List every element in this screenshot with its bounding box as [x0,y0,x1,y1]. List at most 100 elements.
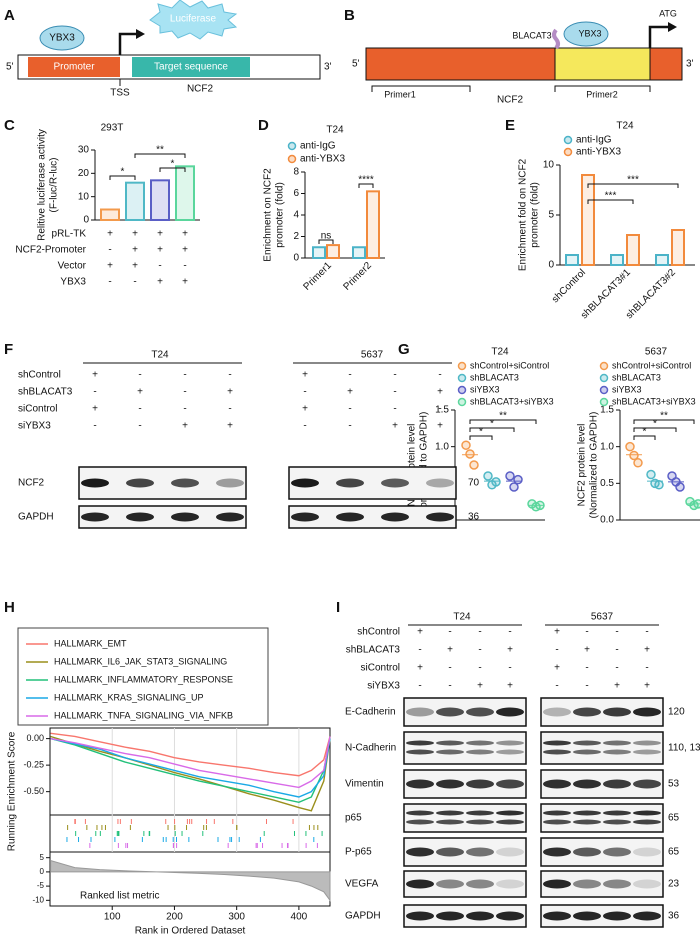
bar [352,246,366,259]
condition-sign: - [93,387,96,398]
legend-marker [563,135,573,145]
three-prime: 3' [324,62,332,73]
bar [125,181,145,222]
y-tick-label: 1.0 [600,441,614,452]
band [633,707,661,717]
legend-label: HALLMARK_IL6_JAK_STAT3_SIGNALING [54,656,227,666]
primer2-label: Primer2 [586,89,618,99]
y-tick-label: 0 [40,867,45,876]
blot-box [78,505,247,529]
legend-label: shBLACAT3 [612,372,661,382]
significance-bracket [109,175,136,180]
blot-box [403,904,527,928]
y-tick-label: 0 [293,253,299,264]
data-point [513,474,523,485]
size-label: 70 [468,478,480,489]
legend-label: HALLMARK_EMT [54,638,127,648]
condition-sign: - [303,387,306,398]
significance-bracket [587,199,634,204]
band [436,819,464,825]
condition-sign: + [347,387,353,398]
band [426,512,454,522]
condition-sign: + [227,421,233,432]
y-axis-label: NCF2 protein level [577,424,588,507]
y-tick-label: 8 [293,167,299,178]
panel-letter: G [398,341,410,358]
data-point [675,482,685,492]
legend-label: shBLACAT3 [470,372,519,382]
legend-marker [287,141,297,151]
x-tick-label: 100 [104,912,121,923]
condition-sign: - [348,421,351,432]
chart-title: T24 [616,121,634,132]
condition-label: siYBX3 [367,681,400,692]
bar [312,246,326,259]
condition-sign: + [92,370,98,381]
chart-title: T24 [326,125,344,136]
condition-sign: + [137,387,143,398]
significance-bracket [587,183,679,188]
band [406,749,434,755]
significance-label: *** [627,175,639,186]
condition-sign: + [554,663,560,674]
condition-sign: + [182,245,188,256]
band [426,478,454,488]
band [381,512,409,522]
condition-label: pRL-TK [52,229,87,240]
significance-label: * [653,419,657,430]
panel-letter: C [4,117,15,134]
y-tick-label: 1.5 [600,405,614,416]
size-label: 110, 130 [668,743,700,754]
three-prime: 3' [686,59,694,70]
condition-sign: - [108,277,111,288]
band [466,740,494,746]
band [543,749,571,755]
y-axis-label: promoter (fold) [275,182,286,248]
condition-label: siYBX3 [18,421,51,432]
condition-sign: + [554,627,560,638]
legend-label: anti-IgG [576,135,612,146]
condition-sign: - [585,681,588,692]
arrow-head [136,29,145,39]
condition-sign: - [183,370,186,381]
legend-label: anti-YBX3 [300,154,345,165]
blot-header: 5637 [361,350,384,361]
band [406,879,434,889]
condition-sign: - [393,387,396,398]
band [543,779,571,789]
y-tick-label: 20 [78,168,90,179]
band [171,478,199,488]
significance-bracket [134,153,186,158]
y-tick-label: 5 [548,210,554,221]
five-prime: 5' [6,62,14,73]
condition-sign: - [133,277,136,288]
arrow-head [668,22,677,32]
legend-marker [457,397,467,407]
legend-label: HALLMARK_KRAS_SIGNALING_UP [54,692,204,702]
significance-label: * [171,159,175,170]
condition-sign: - [228,404,231,415]
chart-title: 5637 [645,347,668,358]
condition-sign: + [477,681,483,692]
gene-label: NCF2 [187,84,214,95]
condition-label: shBLACAT3 [346,645,401,656]
y-axis-label: Enrichment fold on NCF2 [518,158,529,271]
y-tick-label: 0 [83,215,89,226]
y-axis-label: Running Enrichment Score [7,731,18,851]
band [126,512,154,522]
size-label: 120 [668,707,685,718]
condition-sign: - [108,245,111,256]
band [336,478,364,488]
band [81,478,109,488]
significance-bracket [318,239,334,244]
significance-bracket [469,419,537,424]
band [603,810,631,816]
condition-sign: - [348,370,351,381]
significance-label: ** [660,411,668,422]
band [466,749,494,755]
chart-title: T24 [491,347,509,358]
bar [100,208,120,221]
band [466,779,494,789]
y-tick-label: 5 [40,853,45,862]
panel-letter: F [4,341,13,358]
